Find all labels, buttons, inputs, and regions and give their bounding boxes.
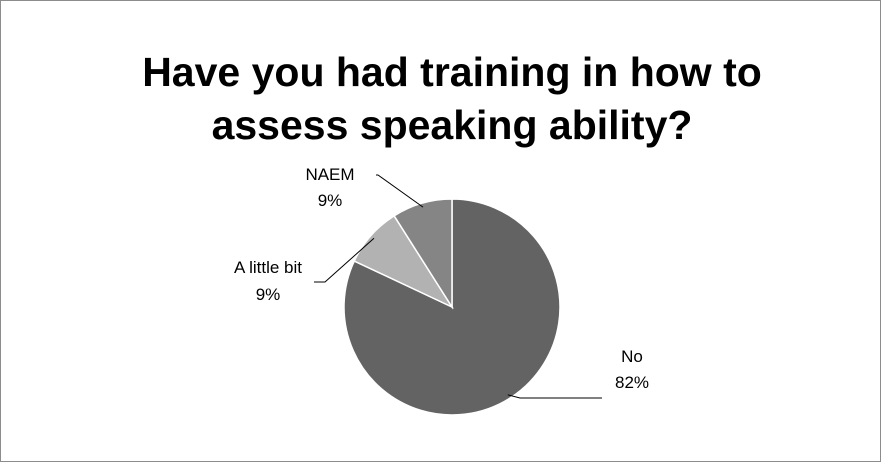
data-label-value: 82%: [615, 373, 649, 392]
data-label-name: NAEM: [305, 165, 354, 184]
leader-line: [314, 237, 375, 283]
pie-slice: [393, 198, 453, 310]
data-label-name: No: [621, 347, 643, 366]
data-label-value: 9%: [256, 285, 281, 304]
leader-line: [376, 174, 424, 208]
leader-line: [507, 394, 602, 399]
data-label-name: A little bit: [234, 258, 302, 277]
data-label-value: 9%: [318, 191, 343, 210]
chart-title: Have you had training in how to assess s…: [142, 49, 762, 148]
